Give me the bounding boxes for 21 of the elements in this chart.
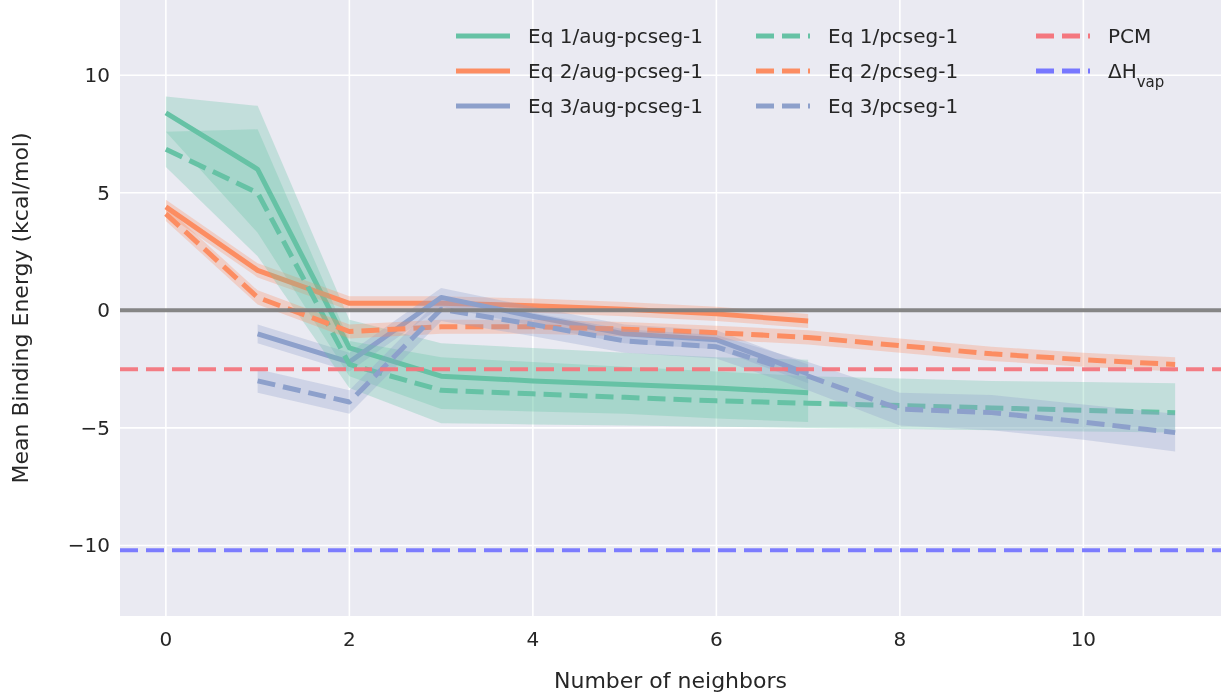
legend-label: Eq 1/aug-pcseg-1 — [528, 24, 704, 48]
legend-label: ΔH$_{vap}$ — [1108, 59, 1165, 91]
y-tick-label: 0 — [97, 298, 110, 323]
x-tick-label: 4 — [526, 627, 540, 651]
x-tick-label: 6 — [710, 627, 723, 651]
y-tick-label: −5 — [80, 415, 110, 440]
y-tick-label: 10 — [84, 63, 110, 88]
legend-label: Eq 3/pcseg-1 — [828, 94, 959, 118]
y-tick-label: 5 — [97, 180, 110, 205]
x-tick-label: 8 — [893, 627, 907, 651]
x-tick-label: 2 — [343, 627, 356, 651]
x-tick-label: 0 — [159, 627, 173, 651]
x-tick-label: 10 — [1070, 627, 1097, 651]
legend-label: Eq 1/pcseg-1 — [828, 24, 959, 48]
legend-label: PCM — [1108, 24, 1152, 48]
y-tick-label: −10 — [67, 533, 110, 558]
legend-label: Eq 3/aug-pcseg-1 — [528, 94, 704, 118]
y-axis-title: Mean Binding Energy (kcal/mol) — [8, 132, 33, 484]
x-axis-title: Number of neighbors — [554, 668, 787, 693]
legend-label: Eq 2/pcseg-1 — [828, 59, 959, 83]
legend-label: Eq 2/aug-pcseg-1 — [528, 59, 704, 83]
